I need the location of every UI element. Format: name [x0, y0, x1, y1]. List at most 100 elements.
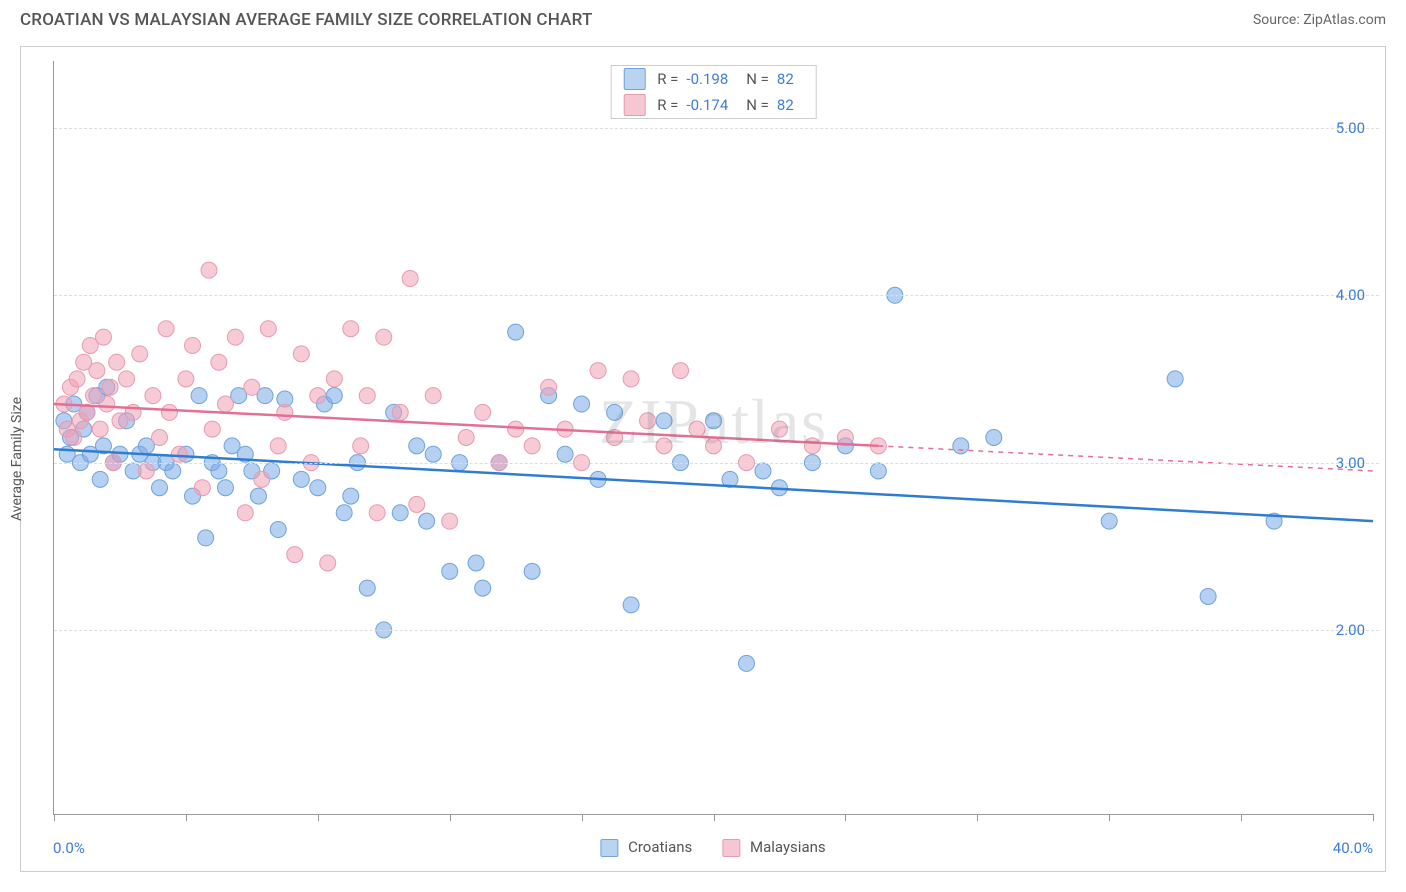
x-axis-min-label: 0.0% — [53, 839, 85, 857]
chart-container: Average Family Size R = -0.198 N = 82 R … — [20, 46, 1386, 872]
legend-row-croatians: R = -0.198 N = 82 — [611, 66, 816, 92]
legend-label-malaysians: Malaysians — [750, 838, 826, 856]
data-point — [191, 388, 207, 404]
data-point — [260, 321, 276, 337]
data-point — [1101, 513, 1117, 529]
legend-item-croatians: Croatians — [600, 838, 692, 857]
data-point — [508, 324, 524, 340]
data-point — [343, 321, 359, 337]
source-label: Source: ZipAtlas.com — [1253, 12, 1386, 28]
data-point — [184, 337, 200, 353]
data-point — [623, 371, 639, 387]
data-point — [244, 379, 260, 395]
x-axis-row: 0.0% Croatians Malaysians 40.0% — [53, 831, 1373, 859]
x-tick — [450, 814, 451, 821]
data-point — [102, 379, 118, 395]
data-point — [92, 421, 108, 437]
data-point — [640, 413, 656, 429]
n-value-malaysians: 82 — [777, 96, 794, 114]
data-point — [217, 396, 233, 412]
x-tick — [845, 814, 846, 821]
plot-area: R = -0.198 N = 82 R = -0.174 N = 82 ZIPa… — [53, 61, 1373, 815]
x-tick — [54, 814, 55, 821]
data-point — [237, 505, 253, 521]
r-value-croatians: -0.198 — [686, 70, 728, 88]
data-point — [270, 438, 286, 454]
gridline — [54, 128, 1379, 129]
data-point — [320, 555, 336, 571]
data-point — [442, 513, 458, 529]
data-point — [508, 421, 524, 437]
data-point — [458, 430, 474, 446]
n-value-croatians: 82 — [777, 70, 794, 88]
data-point — [92, 471, 108, 487]
correlation-legend: R = -0.198 N = 82 R = -0.174 N = 82 — [610, 65, 817, 119]
data-point — [132, 346, 148, 362]
gridline — [54, 463, 1379, 464]
data-point — [270, 522, 286, 538]
y-axis-label: Average Family Size — [9, 397, 25, 521]
x-tick — [714, 814, 715, 821]
x-tick — [1373, 814, 1374, 821]
data-point — [310, 480, 326, 496]
data-point — [656, 438, 672, 454]
data-point — [590, 363, 606, 379]
n-label: N = — [746, 96, 769, 114]
data-point — [95, 329, 111, 345]
data-point — [227, 329, 243, 345]
data-point — [293, 471, 309, 487]
x-tick — [318, 814, 319, 821]
data-point — [119, 371, 135, 387]
data-point — [557, 446, 573, 462]
data-point — [419, 513, 435, 529]
r-value-malaysians: -0.174 — [686, 96, 728, 114]
data-point — [376, 329, 392, 345]
data-point — [392, 404, 408, 420]
data-point — [336, 505, 352, 521]
x-tick — [1109, 814, 1110, 821]
data-point — [607, 404, 623, 420]
data-point — [953, 438, 969, 454]
chart-title: CROATIAN VS MALAYSIAN AVERAGE FAMILY SIZ… — [20, 10, 593, 30]
legend-item-malaysians: Malaysians — [722, 838, 825, 857]
data-point — [138, 463, 154, 479]
data-point — [673, 363, 689, 379]
y-tick-label: 4.00 — [1336, 286, 1365, 304]
trend-line-dashed — [878, 446, 1373, 471]
data-point — [425, 388, 441, 404]
data-point — [277, 404, 293, 420]
data-point — [656, 413, 672, 429]
data-point — [409, 438, 425, 454]
data-point — [870, 463, 886, 479]
plot-svg — [54, 61, 1373, 814]
data-point — [1200, 588, 1216, 604]
data-point — [402, 271, 418, 287]
series-legend: Croatians Malaysians — [600, 838, 825, 857]
data-point — [804, 438, 820, 454]
x-axis-max-label: 40.0% — [1333, 839, 1373, 857]
data-point — [89, 363, 105, 379]
data-point — [359, 388, 375, 404]
data-point — [99, 396, 115, 412]
data-point — [310, 388, 326, 404]
data-point — [254, 471, 270, 487]
data-point — [211, 354, 227, 370]
x-tick — [186, 814, 187, 821]
data-point — [204, 421, 220, 437]
header-bar: CROATIAN VS MALAYSIAN AVERAGE FAMILY SIZ… — [0, 0, 1406, 36]
data-point — [369, 505, 385, 521]
data-point — [1167, 371, 1183, 387]
swatch-malaysians-icon — [722, 839, 740, 857]
data-point — [986, 430, 1002, 446]
legend-label-croatians: Croatians — [628, 838, 692, 856]
data-point — [409, 496, 425, 512]
data-point — [165, 463, 181, 479]
data-point — [771, 421, 787, 437]
data-point — [541, 379, 557, 395]
data-point — [145, 388, 161, 404]
data-point — [425, 446, 441, 462]
data-point — [217, 480, 233, 496]
data-point — [755, 463, 771, 479]
data-point — [738, 655, 754, 671]
data-point — [359, 580, 375, 596]
